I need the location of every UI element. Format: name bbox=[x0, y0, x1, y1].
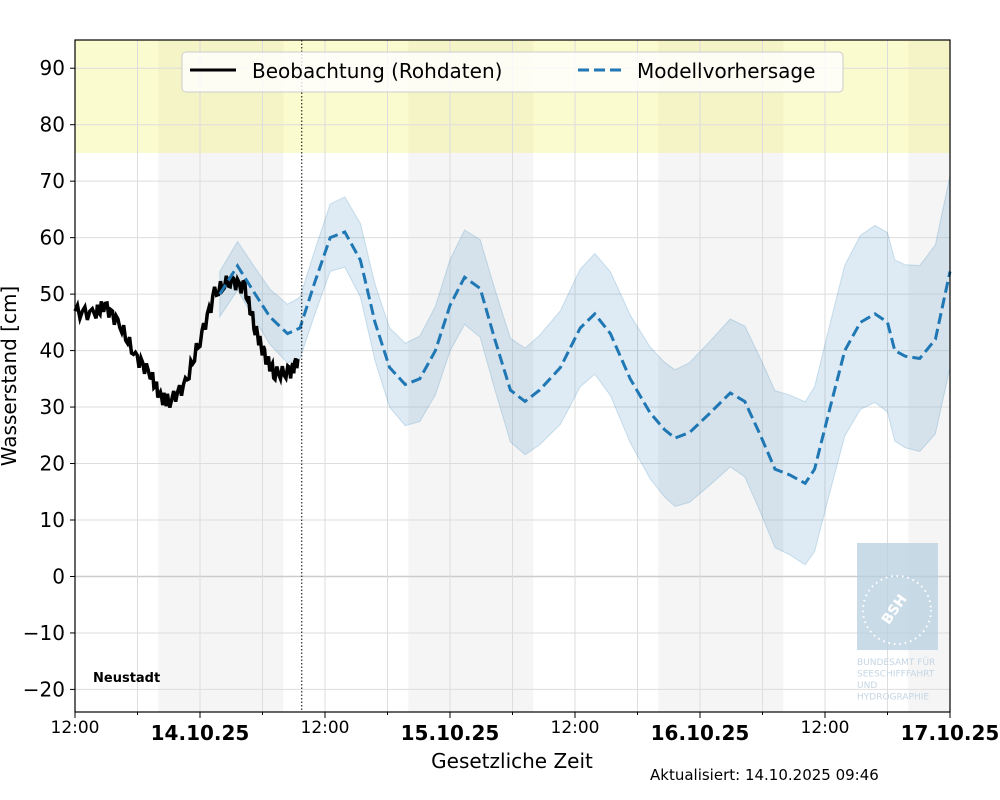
y-tick-label: 90 bbox=[40, 56, 65, 80]
series-observation bbox=[73, 273, 300, 408]
x-tick-label: 12:00 bbox=[801, 718, 850, 738]
logo-ring bbox=[862, 575, 932, 645]
series-forecast bbox=[218, 230, 952, 486]
x-tick-label: 12:00 bbox=[51, 718, 100, 738]
logo-caption: HYDROGRAPHIE bbox=[857, 693, 929, 703]
uncertainty-band bbox=[219, 175, 951, 566]
y-axis-label: Wasserstand [cm] bbox=[0, 286, 21, 466]
y-tick-label: 0 bbox=[52, 564, 65, 588]
y-tick-label: −20 bbox=[23, 677, 65, 701]
x-tick-label: 12:00 bbox=[301, 718, 350, 738]
warning-band-night bbox=[908, 40, 950, 153]
updated-timestamp: Aktualisiert: 14.10.2025 09:46 bbox=[650, 766, 879, 784]
station-label: Neustadt bbox=[93, 671, 160, 686]
legend-label-observation: Beobachtung (Rohdaten) bbox=[252, 59, 502, 83]
y-tick-label: 30 bbox=[40, 395, 65, 419]
y-tick-label: 80 bbox=[40, 113, 65, 137]
y-tick-label: −10 bbox=[23, 621, 65, 645]
logo-caption: SEESCHIFFFAHRT bbox=[857, 670, 935, 680]
legend bbox=[181, 51, 844, 93]
y-tick-label: 20 bbox=[40, 452, 65, 476]
y-tick-label: 40 bbox=[40, 339, 65, 363]
logo-caption: UND bbox=[857, 681, 877, 691]
x-tick-label: 16.10.25 bbox=[651, 721, 750, 745]
logo-caption: BUNDESAMT FÜR bbox=[857, 657, 935, 668]
x-tick-label: 15.10.25 bbox=[401, 721, 500, 745]
y-tick-label: 50 bbox=[40, 282, 65, 306]
y-tick-label: 10 bbox=[40, 508, 65, 532]
x-tick-label: 14.10.25 bbox=[151, 721, 250, 745]
y-tick-label: 60 bbox=[40, 226, 65, 250]
legend-label-forecast: Modellvorhersage bbox=[637, 59, 815, 83]
x-tick-label: 17.10.25 bbox=[901, 721, 1000, 745]
y-tick-label: 70 bbox=[40, 169, 65, 193]
legend-box bbox=[181, 51, 844, 93]
x-axis-label: Gesetzliche Zeit bbox=[431, 749, 593, 773]
x-tick-label: 12:00 bbox=[551, 718, 600, 738]
